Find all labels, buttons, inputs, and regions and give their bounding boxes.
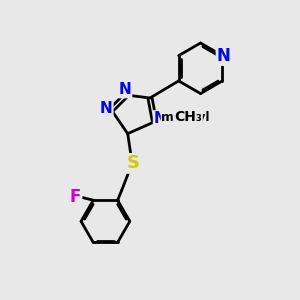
Text: N: N	[217, 46, 231, 64]
Text: methyl: methyl	[161, 111, 210, 124]
Text: F: F	[70, 188, 81, 206]
Text: CH₃: CH₃	[174, 110, 202, 124]
Text: N: N	[154, 111, 167, 126]
Text: N: N	[118, 82, 131, 97]
Text: N: N	[100, 101, 112, 116]
Text: S: S	[127, 154, 140, 172]
